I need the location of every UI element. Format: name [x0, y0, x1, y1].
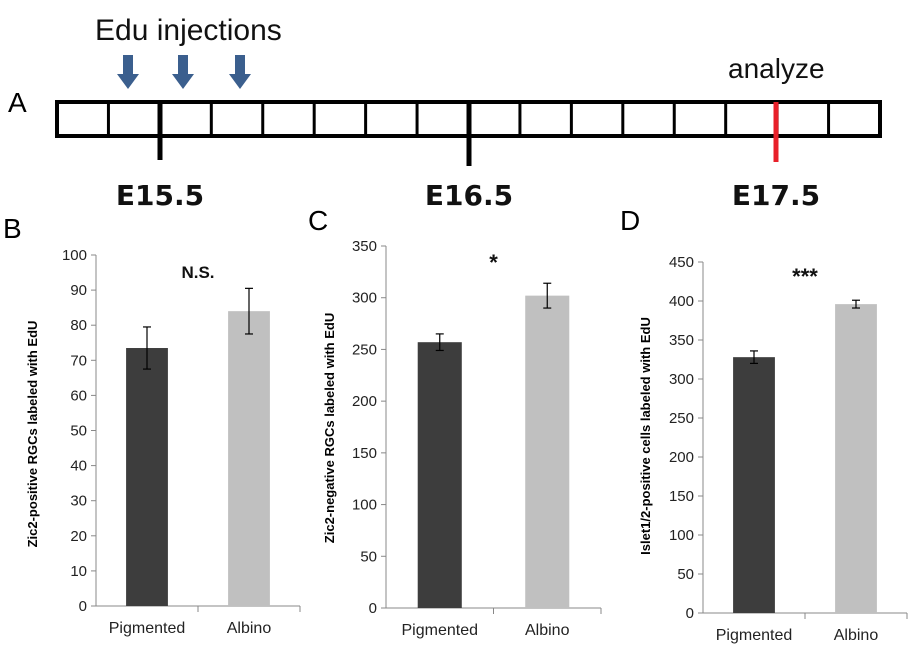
- y-tick-label: 100: [62, 247, 87, 264]
- x-tick-label: Albino: [525, 622, 570, 639]
- x-tick-label: Albino: [834, 627, 879, 644]
- y-axis-label: Islet1/2-positive cells labeled with EdU: [638, 317, 653, 555]
- injection-label: Edu injections: [95, 14, 282, 47]
- y-tick-label: 150: [669, 488, 694, 505]
- y-tick-label: 0: [369, 600, 377, 617]
- significance-label: *: [489, 250, 498, 275]
- y-tick-label: 90: [70, 282, 87, 299]
- y-tick-label: 150: [352, 445, 377, 462]
- panel-label-a: A: [8, 87, 27, 118]
- timeline-dividers: [106, 102, 831, 136]
- x-tick-label: Pigmented: [716, 627, 793, 644]
- injection-arrow-icon: [117, 55, 139, 89]
- bar-chart-b: B Zic2-positive RGCs labeled with EdU 0 1…: [3, 213, 301, 637]
- y-tick-label: 50: [677, 566, 694, 583]
- bar: [525, 295, 570, 608]
- y-tick-label: 50: [70, 423, 87, 440]
- panel-label-b: B: [3, 213, 22, 244]
- y-tick-label: 60: [70, 387, 87, 404]
- bar: [126, 348, 168, 606]
- bar: [417, 342, 462, 608]
- bar-chart-c: C Zic2-negative RGCs labeled with EdU 0 5…: [308, 205, 602, 639]
- injection-arrow-icon: [172, 55, 194, 89]
- bar-chart-d: D Islet1/2-positive cells labeled with E…: [620, 205, 908, 644]
- panel-label-c: C: [308, 205, 328, 236]
- significance-label: N.S.: [181, 263, 214, 282]
- bar: [228, 311, 270, 606]
- significance-label: ***: [792, 264, 818, 289]
- x-tick-label: Albino: [227, 620, 272, 637]
- y-tick-label: 450: [669, 254, 694, 271]
- y-tick-label: 50: [360, 548, 377, 565]
- y-tick-label: 400: [669, 293, 694, 310]
- y-tick-label: 350: [669, 332, 694, 349]
- y-axis-label: Zic2-negative RGCs labeled with EdU: [322, 313, 337, 543]
- timeline-panel: A Edu injections analyze E15.5 E16.5 E17…: [8, 14, 882, 212]
- analyze-label: analyze: [728, 53, 825, 84]
- y-tick-label: 20: [70, 528, 87, 545]
- y-tick-label: 100: [352, 497, 377, 514]
- y-tick-label: 10: [70, 563, 87, 580]
- y-tick-label: 0: [79, 598, 87, 615]
- x-tick-label: Pigmented: [109, 620, 186, 637]
- y-tick-label: 200: [669, 449, 694, 466]
- y-tick-label: 80: [70, 317, 87, 334]
- injection-arrow-icon: [229, 55, 251, 89]
- y-tick-label: 0: [686, 605, 694, 622]
- y-tick-label: 250: [669, 410, 694, 427]
- y-tick-label: 200: [352, 393, 377, 410]
- y-tick-label: 100: [669, 527, 694, 544]
- panel-label-d: D: [620, 205, 640, 236]
- y-tick-label: 300: [669, 371, 694, 388]
- y-tick-label: 30: [70, 493, 87, 510]
- timepoint-label-e16: E16.5: [425, 179, 513, 212]
- y-tick-label: 250: [352, 341, 377, 358]
- timepoint-label-e15: E15.5: [116, 179, 204, 212]
- y-tick-label: 350: [352, 238, 377, 255]
- timepoint-label-e17: E17.5: [732, 179, 820, 212]
- y-tick-label: 300: [352, 290, 377, 307]
- y-tick-label: 40: [70, 458, 87, 475]
- bar: [733, 357, 775, 613]
- bar: [835, 304, 877, 613]
- y-axis-label: Zic2-positive RGCs labeled with EdU: [25, 321, 40, 548]
- x-tick-label: Pigmented: [402, 622, 479, 639]
- y-tick-label: 70: [70, 352, 87, 369]
